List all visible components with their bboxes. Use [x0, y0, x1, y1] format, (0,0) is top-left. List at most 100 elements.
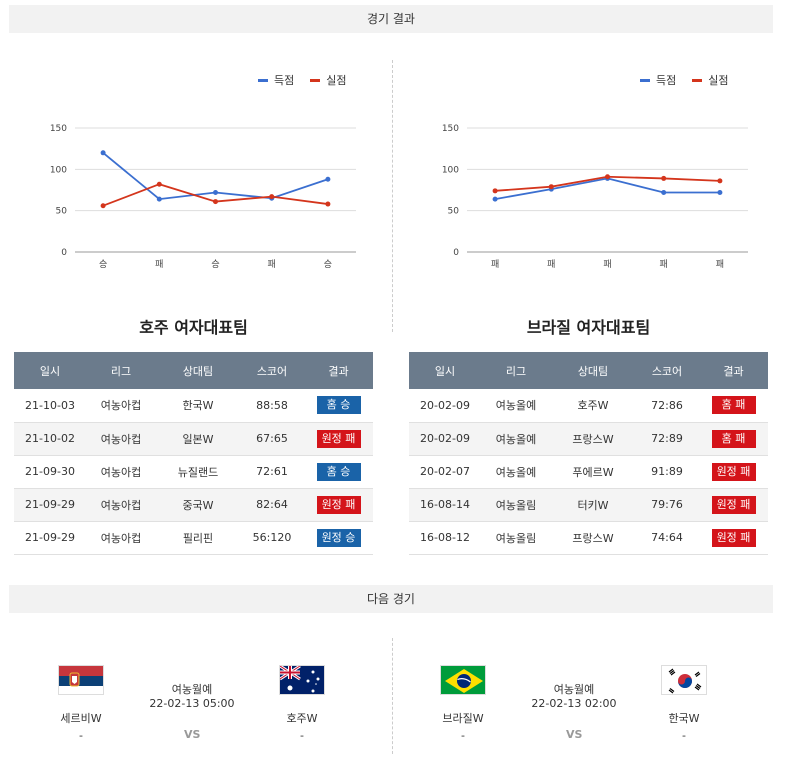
x-tick-label: 패 [716, 259, 724, 270]
legend-score: 득점 [258, 72, 294, 88]
cell-date: 20-02-09 [409, 422, 481, 456]
right-chart-legend: 득점 실점 [640, 72, 729, 88]
serbia-flag-icon [58, 665, 104, 695]
cell-league: 여농올예 [481, 389, 551, 423]
next-game-2-home: 브라질W [442, 712, 484, 725]
cell-result: 원정 패 [304, 422, 373, 456]
next-games-title: 다음 경기 [367, 592, 415, 606]
next-game-2-away-odds: - [682, 729, 686, 742]
x-tick-label: 패 [155, 259, 163, 270]
next-game-1-away: 호주W [286, 712, 318, 725]
column-header: 일시 [14, 352, 86, 389]
legend-conceded-swatch [310, 78, 321, 82]
result-badge: 홈 패 [711, 396, 756, 415]
cell-opponent: 한국W [156, 389, 240, 423]
next-game-2-vs: VS [566, 728, 583, 741]
cell-result: 원정 승 [304, 521, 373, 555]
cell-opponent: 프랑스W [551, 422, 635, 456]
cell-opponent: 푸에르W [551, 455, 635, 489]
x-tick-label: 승 [211, 259, 219, 270]
next-game-1-vs: VS [184, 728, 201, 741]
column-header: 상대팀 [551, 352, 635, 389]
next-game-1-home-odds: - [79, 729, 83, 742]
cell-league: 여농아컵 [86, 422, 156, 456]
brazil-flag-icon [440, 665, 486, 695]
right-team-chart: 150 100 50 0 패 패 패 패 패 [442, 124, 748, 270]
cell-league: 여농올림 [481, 521, 551, 555]
cell-score: 74:64 [635, 521, 699, 555]
y-tick-label: 150 [50, 124, 67, 134]
cell-result: 원정 패 [699, 521, 768, 555]
y-tick-label: 0 [61, 248, 67, 258]
cell-league: 여농올예 [481, 455, 551, 489]
y-tick-label: 100 [50, 165, 67, 175]
table-header-row: 일시 리그 상대팀 스코어 결과 [409, 352, 768, 389]
y-tick-label: 150 [442, 124, 459, 134]
result-badge: 원정 패 [316, 495, 361, 514]
cell-league: 여농올림 [481, 488, 551, 522]
next-game-1-home: 세르비W [60, 712, 102, 725]
data-point [492, 188, 498, 194]
cell-league: 여농올예 [481, 422, 551, 456]
cell-date: 21-09-29 [14, 488, 86, 522]
cell-league: 여농아컵 [86, 455, 156, 489]
data-point [156, 181, 162, 187]
result-badge: 원정 패 [711, 495, 756, 514]
data-point [661, 189, 667, 195]
left-team-chart: 150 100 50 0 승 패 승 패 승 [50, 124, 356, 270]
x-tick-label: 패 [547, 259, 555, 270]
result-badge: 홈 패 [711, 429, 756, 448]
data-point [325, 176, 331, 182]
cell-opponent: 뉴질랜드 [156, 455, 240, 489]
legend-conceded-swatch [692, 78, 703, 82]
cell-date: 20-02-09 [409, 389, 481, 423]
cell-result: 원정 패 [699, 488, 768, 522]
cell-date: 21-10-03 [14, 389, 86, 423]
legend-conceded: 실점 [692, 72, 729, 88]
legend-score: 득점 [640, 72, 676, 88]
left-chart-legend: 득점 실점 [258, 72, 347, 88]
cell-opponent: 필리핀 [156, 521, 240, 555]
cell-date: 16-08-14 [409, 488, 481, 522]
data-point [213, 199, 218, 205]
cell-result: 홈 패 [699, 422, 768, 456]
column-header: 결과 [304, 352, 373, 389]
right-team-title: 브라질 여자대표팀 [526, 318, 651, 337]
legend-conceded-label: 실점 [326, 74, 347, 87]
south-korea-flag-icon [661, 665, 707, 695]
result-badge: 원정 패 [316, 429, 361, 448]
data-point [605, 174, 610, 180]
data-point [325, 201, 331, 207]
cell-league: 여농아컵 [86, 521, 156, 555]
data-point [661, 175, 667, 181]
column-header: 스코어 [240, 352, 304, 389]
x-tick-label: 패 [491, 259, 499, 270]
legend-conceded-label: 실점 [708, 74, 729, 87]
next-game-2-home-odds: - [461, 729, 465, 742]
australia-flag-icon [279, 665, 325, 695]
y-tick-label: 100 [442, 165, 459, 175]
results-title: 경기 결과 [367, 12, 415, 26]
next-games-divider [392, 638, 393, 754]
cell-opponent: 프랑스W [551, 521, 635, 555]
data-point [548, 184, 554, 190]
next-game-1-league: 여농월예 [171, 683, 213, 696]
legend-score-label: 득점 [274, 74, 295, 87]
cell-date: 21-10-02 [14, 422, 86, 456]
legend-score-swatch [640, 78, 650, 82]
cell-opponent: 일본W [156, 422, 240, 456]
next-game-2-league: 여농월예 [553, 683, 595, 696]
cell-result: 홈 패 [699, 389, 768, 423]
next-game-2-away: 한국W [668, 712, 700, 725]
x-tick-label: 승 [324, 259, 332, 270]
cell-date: 21-09-30 [14, 455, 86, 489]
y-tick-label: 50 [448, 207, 460, 217]
data-point [269, 194, 275, 200]
column-header: 리그 [481, 352, 551, 389]
cell-score: 72:61 [240, 455, 304, 489]
next-game-2-datetime: 22-02-13 02:00 [531, 697, 617, 710]
cell-opponent: 터키W [551, 488, 635, 522]
cell-date: 16-08-12 [409, 521, 481, 555]
cell-date: 20-02-07 [409, 455, 481, 489]
cell-result: 원정 패 [699, 455, 768, 489]
